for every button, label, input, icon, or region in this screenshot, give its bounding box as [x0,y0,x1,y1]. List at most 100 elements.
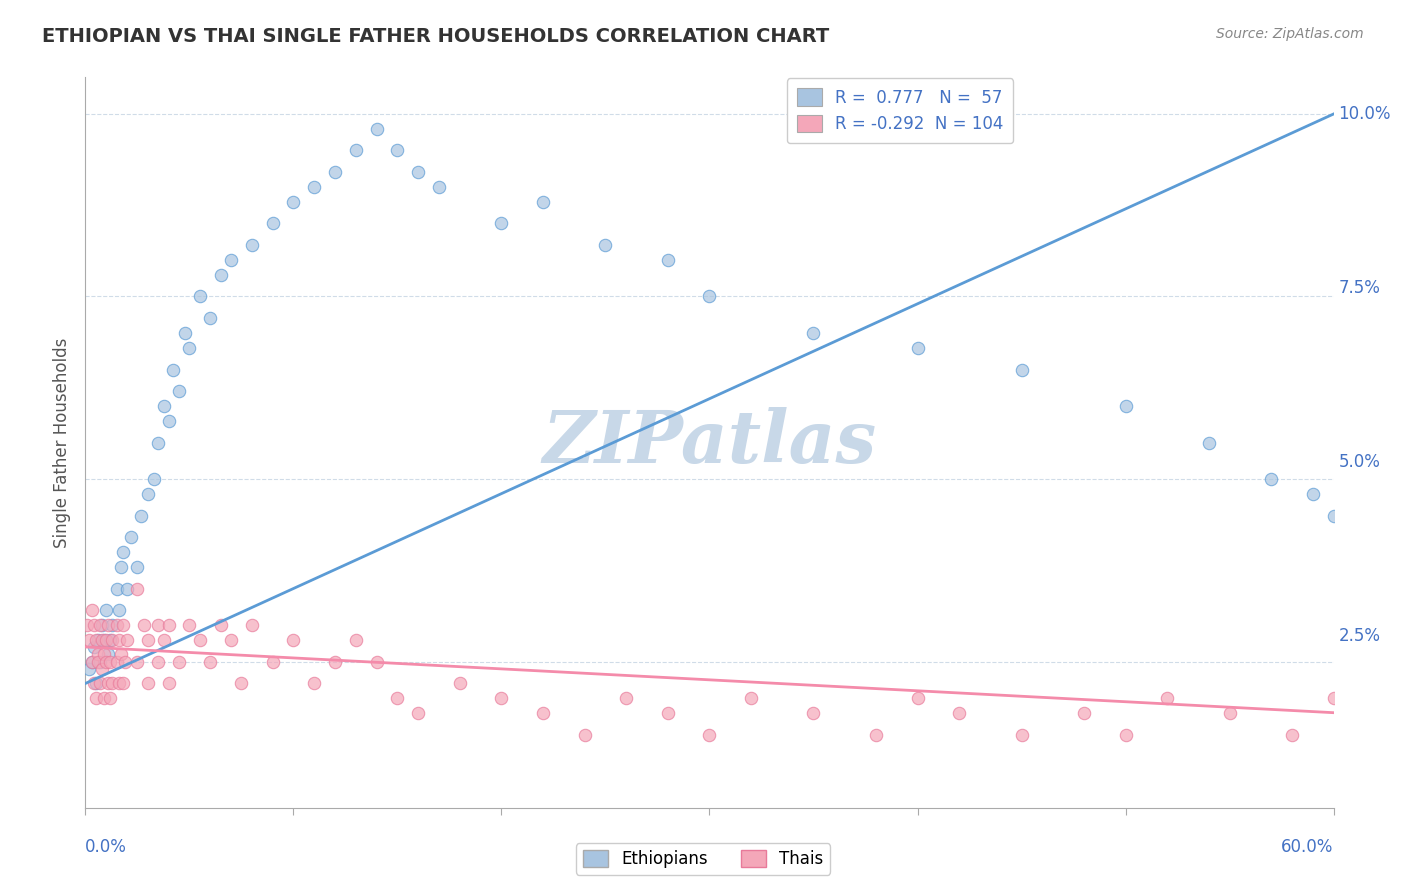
Point [803,326,825,340]
Text: 0.0%: 0.0% [86,838,127,856]
Point [387,691,409,706]
Point [114,655,136,669]
Point [179,341,201,355]
Point [323,655,346,669]
Point [198,655,221,669]
Point [595,238,617,252]
Point [614,691,637,706]
Point [531,706,554,720]
Point [89,618,111,632]
Point [157,618,180,632]
Point [188,289,211,303]
Point [1219,706,1241,720]
Point [167,384,190,399]
Point [907,691,929,706]
Legend: R =  0.777   N =  57, R = -0.292  N = 104: R = 0.777 N = 57, R = -0.292 N = 104 [786,78,1014,143]
Point [209,268,232,282]
Point [127,655,149,669]
Point [344,632,367,647]
Point [1011,728,1033,742]
Point [162,362,184,376]
Point [79,662,101,676]
Point [657,706,679,720]
Point [427,180,450,194]
Point [97,647,120,661]
Point [366,121,388,136]
Point [89,676,111,690]
Point [179,618,201,632]
Point [344,144,367,158]
Point [153,632,176,647]
Point [107,632,129,647]
Point [198,311,221,326]
Point [406,706,429,720]
Point [98,691,121,706]
Point [449,676,471,690]
Point [406,165,429,179]
Point [366,655,388,669]
Point [657,252,679,267]
Point [1281,728,1303,742]
Point [127,582,149,596]
Point [219,252,242,267]
Point [110,559,132,574]
Point [531,194,554,209]
Point [83,640,105,654]
Point [94,632,117,647]
Point [231,676,253,690]
Point [240,238,263,252]
Point [262,655,284,669]
Point [1115,728,1137,742]
Point [907,341,929,355]
Point [97,618,120,632]
Point [110,647,132,661]
Point [107,603,129,617]
Point [153,399,176,413]
Point [240,618,263,632]
Point [1323,508,1346,523]
Point [120,531,142,545]
Point [302,180,325,194]
Point [146,655,169,669]
Point [111,545,134,559]
Point [1302,486,1324,500]
Point [93,632,115,647]
Point [101,676,124,690]
Point [84,632,107,647]
Point [87,647,110,661]
Point [323,165,346,179]
Point [83,676,105,690]
Legend: Ethiopians, Thais: Ethiopians, Thais [576,843,830,875]
Point [105,655,128,669]
Point [93,691,115,706]
Point [87,632,110,647]
Point [740,691,762,706]
Point [699,289,721,303]
Point [101,632,124,647]
Point [98,655,121,669]
Point [865,728,887,742]
Point [491,217,513,231]
Point [101,618,124,632]
Point [219,632,242,647]
Point [209,618,232,632]
Point [1323,691,1346,706]
Point [1073,706,1095,720]
Point [174,326,197,340]
Point [1260,472,1282,486]
Point [157,414,180,428]
Text: 60.0%: 60.0% [1281,838,1334,856]
Point [283,632,305,647]
Point [157,676,180,690]
Text: Source: ZipAtlas.com: Source: ZipAtlas.com [1216,27,1364,41]
Point [574,728,596,742]
Point [84,691,107,706]
Point [111,618,134,632]
Point [1011,362,1033,376]
Text: ZIPatlas: ZIPatlas [543,407,876,478]
Point [105,582,128,596]
Point [87,655,110,669]
Point [143,472,166,486]
Point [83,618,105,632]
Y-axis label: Single Father Households: Single Father Households [53,337,72,548]
